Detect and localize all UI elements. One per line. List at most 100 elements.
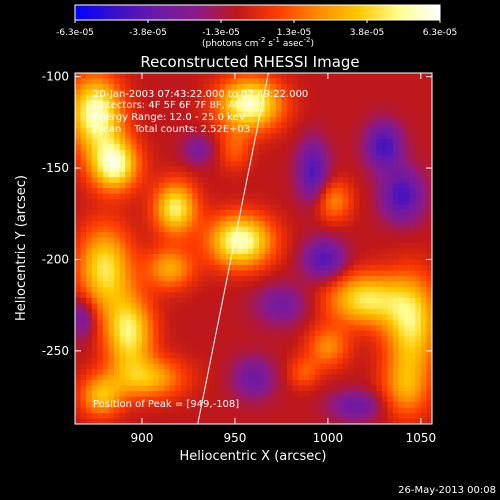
heatmap-cell xyxy=(192,237,199,244)
heatmap-cell xyxy=(326,133,333,140)
heatmap-cell xyxy=(225,347,232,354)
heatmap-cell xyxy=(353,303,361,310)
heatmap-cell xyxy=(86,314,93,321)
heatmap-cell xyxy=(119,330,126,337)
heatmap-cell xyxy=(247,199,255,206)
heatmap-cell xyxy=(359,363,366,370)
heatmap-cell xyxy=(153,413,160,420)
heatmap-cell xyxy=(392,94,400,102)
heatmap-cell xyxy=(259,226,266,233)
heatmap-cell xyxy=(108,215,115,222)
heatmap-cell xyxy=(376,166,383,173)
heatmap-cell xyxy=(253,144,260,151)
heatmap-cell xyxy=(242,232,249,239)
heatmap-cell xyxy=(326,83,333,91)
heatmap-cell xyxy=(342,402,349,409)
heatmap-cell xyxy=(326,160,333,167)
heatmap-cell xyxy=(130,78,137,85)
heatmap-cell xyxy=(158,270,165,277)
heatmap-cell xyxy=(130,100,137,107)
heatmap-cell xyxy=(303,166,310,173)
heatmap-cell xyxy=(130,352,137,359)
heatmap-cell xyxy=(80,264,87,272)
heatmap-cell xyxy=(353,127,361,134)
heatmap-cell xyxy=(309,122,316,129)
heatmap-cell xyxy=(370,407,377,414)
heatmap-cell xyxy=(169,133,177,140)
heatmap-cell xyxy=(80,243,87,250)
heatmap-cell xyxy=(136,127,143,134)
heatmap-cell xyxy=(281,133,288,140)
heatmap-cell xyxy=(208,188,216,195)
heatmap-cell xyxy=(225,281,232,288)
heatmap-cell xyxy=(125,89,132,96)
heatmap-cell xyxy=(130,144,137,151)
heatmap-cell xyxy=(264,391,271,398)
heatmap-cell xyxy=(404,413,411,420)
heatmap-cell xyxy=(225,193,232,200)
heatmap-cell xyxy=(270,226,277,233)
heatmap-cell xyxy=(292,319,299,326)
heatmap-cell xyxy=(275,286,282,293)
heatmap-cell xyxy=(337,210,344,217)
heatmap-cell xyxy=(426,270,432,277)
heatmap-cell xyxy=(420,358,428,365)
heatmap-cell xyxy=(381,166,388,173)
heatmap-cell xyxy=(370,297,377,304)
heatmap-cell xyxy=(264,253,271,261)
heatmap-cell xyxy=(309,314,316,321)
heatmap-cell xyxy=(108,369,115,376)
heatmap-cell xyxy=(247,347,255,354)
heatmap-cell xyxy=(220,275,227,282)
heatmap-cell xyxy=(342,347,349,354)
heatmap-cell xyxy=(298,352,305,359)
heatmap-cell xyxy=(387,116,394,123)
heatmap-cell xyxy=(130,374,137,381)
heatmap-cell xyxy=(348,232,355,239)
heatmap-cell xyxy=(175,292,182,299)
heatmap-cell xyxy=(86,341,93,348)
heatmap-cell xyxy=(192,78,199,85)
heatmap-cell xyxy=(236,341,243,348)
heatmap-cell xyxy=(208,237,216,244)
heatmap-cell xyxy=(270,259,277,266)
heatmap-cell xyxy=(376,210,383,217)
heatmap-cell xyxy=(164,352,171,359)
heatmap-cell xyxy=(125,138,132,145)
heatmap-cell xyxy=(158,182,165,189)
heatmap-cell xyxy=(404,418,411,424)
heatmap-cell xyxy=(309,396,316,403)
heatmap-cell xyxy=(381,133,388,140)
heatmap-cell xyxy=(192,100,199,107)
heatmap-cell xyxy=(75,171,82,178)
heatmap-cell xyxy=(426,418,432,424)
heatmap-cell xyxy=(415,226,422,233)
heatmap-cell xyxy=(236,122,243,129)
heatmap-cell xyxy=(331,418,338,424)
heatmap-cell xyxy=(365,221,372,228)
heatmap-cell xyxy=(303,78,310,85)
heatmap-cell xyxy=(247,237,255,244)
heatmap-cell xyxy=(225,127,232,134)
heatmap-cell xyxy=(320,286,327,293)
heatmap-cell xyxy=(208,369,216,376)
heatmap-cell xyxy=(130,297,137,304)
heatmap-cell xyxy=(309,275,316,282)
heatmap-cell xyxy=(247,193,255,200)
heatmap-cell xyxy=(91,78,98,85)
heatmap-cell xyxy=(264,78,271,85)
heatmap-cell xyxy=(75,149,82,156)
heatmap-cell xyxy=(387,188,394,195)
heatmap-cell xyxy=(320,413,327,420)
heatmap-cell xyxy=(147,308,154,315)
heatmap-cell xyxy=(376,391,383,398)
heatmap-cell xyxy=(141,210,149,217)
heatmap-cell xyxy=(381,116,388,123)
heatmap-cell xyxy=(158,363,165,370)
heatmap-cell xyxy=(314,204,322,211)
heatmap-cell xyxy=(108,188,115,195)
heatmap-cell xyxy=(331,253,338,261)
heatmap-cell xyxy=(220,418,227,424)
heatmap-cell xyxy=(119,297,126,304)
heatmap-cell xyxy=(164,160,171,167)
